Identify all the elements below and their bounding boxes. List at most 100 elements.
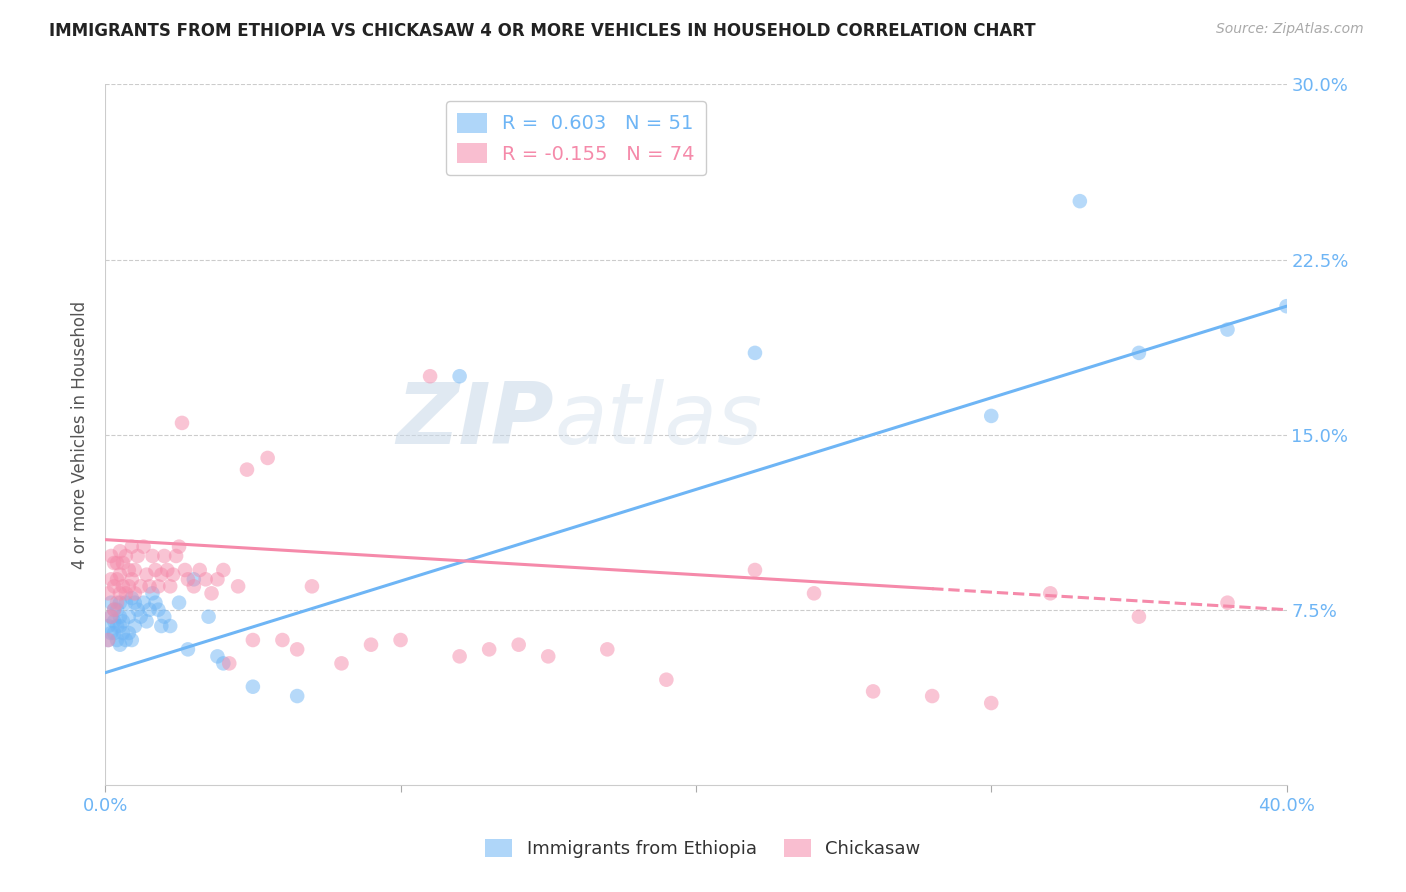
Point [105,572,128,586]
Point [285,689,308,703]
Point [197,609,219,624]
Point [148,579,170,593]
Point [129,579,152,593]
Point [100,609,122,624]
Point [256,450,278,465]
Point [97,586,120,600]
Point [111,556,134,570]
Point [115,586,138,600]
Point [132,540,155,554]
Point [174,563,197,577]
Point [194,572,217,586]
Point [115,633,138,648]
Point [360,638,382,652]
Point [508,638,530,652]
Point [242,633,264,648]
Point [177,642,200,657]
Point [121,572,143,586]
Point [108,609,131,624]
Point [188,563,211,577]
Point [212,657,235,671]
Text: atlas: atlas [554,379,762,462]
Point [141,549,163,563]
Point [135,567,157,582]
Point [118,609,141,624]
Point [153,549,176,563]
Point [127,549,149,563]
Point [100,572,122,586]
Text: ZIP: ZIP [396,379,554,462]
Point [97,633,120,648]
Point [596,642,619,657]
Point [980,696,1002,710]
Point [148,602,170,616]
Point [105,596,128,610]
Point [285,642,308,657]
Point [167,596,190,610]
Point [121,633,143,648]
Point [449,369,471,384]
Legend: Immigrants from Ethiopia, Chickasaw: Immigrants from Ethiopia, Chickasaw [478,831,928,865]
Point [980,409,1002,423]
Point [1275,299,1298,313]
Point [103,626,125,640]
Point [150,567,173,582]
Point [183,572,205,586]
Point [124,563,146,577]
Point [141,586,163,600]
Point [111,579,134,593]
Point [118,579,141,593]
Point [478,642,501,657]
Point [744,563,766,577]
Point [105,556,128,570]
Point [105,633,128,648]
Point [138,602,160,616]
Point [108,586,131,600]
Point [124,619,146,633]
Point [111,615,134,629]
Point [1069,194,1091,209]
Point [145,596,167,610]
Point [150,619,173,633]
Text: Source: ZipAtlas.com: Source: ZipAtlas.com [1216,22,1364,37]
Point [449,649,471,664]
Point [207,649,229,664]
Point [1128,609,1150,624]
Point [212,563,235,577]
Point [419,369,441,384]
Point [108,544,131,558]
Point [862,684,884,698]
Point [124,586,146,600]
Point [165,549,187,563]
Point [100,549,122,563]
Point [537,649,560,664]
Y-axis label: 4 or more Vehicles in Household: 4 or more Vehicles in Household [72,301,89,569]
Point [138,579,160,593]
Point [153,609,176,624]
Point [100,596,122,610]
Point [167,540,190,554]
Point [1039,586,1062,600]
Point [145,563,167,577]
Point [330,657,353,671]
Point [301,579,323,593]
Point [921,689,943,703]
Point [118,626,141,640]
Point [236,462,259,476]
Point [803,586,825,600]
Point [100,609,122,624]
Point [103,579,125,593]
Point [103,602,125,616]
Point [124,596,146,610]
Point [170,416,193,430]
Point [121,540,143,554]
Point [744,346,766,360]
Point [226,579,249,593]
Point [127,602,149,616]
Point [159,579,181,593]
Point [108,596,131,610]
Point [115,596,138,610]
Point [97,633,120,648]
Point [105,602,128,616]
Point [1216,322,1239,336]
